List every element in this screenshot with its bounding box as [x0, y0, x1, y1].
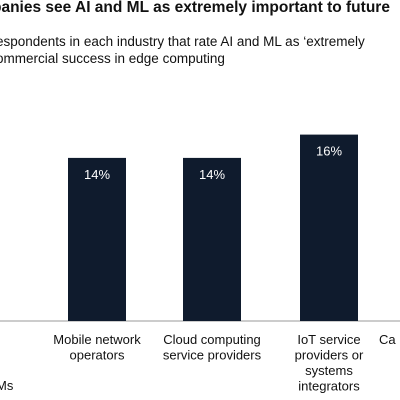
category-label-line: service providers — [163, 348, 262, 363]
category-label-line: Ca — [379, 332, 396, 347]
category-label: IoT service providers or systems integrator… — [295, 332, 364, 394]
category-label: Mobile network operators — [53, 332, 141, 363]
category-label-line: systems — [305, 363, 353, 378]
chart-subtitle-line-2: ommercial success in edge computing — [0, 51, 225, 66]
chart-title-line-2: s — [0, 17, 400, 36]
category-label-line: Cloud computing — [163, 332, 261, 347]
bar — [183, 157, 241, 321]
bar-value-label: 16% — [316, 144, 342, 159]
category-label: Ca — [379, 332, 396, 347]
category-label-line: IoT service — [297, 332, 360, 347]
chart-title-line-1: panies see AI and ML as extremely import… — [0, 0, 390, 16]
category-label-line: Mobile network — [53, 332, 141, 347]
category-label-line: Ms — [0, 378, 14, 393]
chart-subtitle-line-1: espondents in each industry that rate AI… — [0, 34, 365, 49]
chart-subtitle: espondents in each industry that rate AI… — [0, 33, 400, 67]
bar — [300, 134, 358, 321]
category-label-line: integrators — [298, 379, 360, 394]
category-label-line: operators — [70, 348, 125, 363]
bar-value-label: 14% — [199, 167, 225, 182]
chart-title: panies see AI and ML as extremely import… — [0, 0, 400, 36]
bar — [68, 157, 126, 321]
category-label: Cloud computing service providers — [163, 332, 262, 363]
bar-value-label: 14% — [84, 167, 110, 182]
category-label: Ms — [0, 378, 14, 393]
category-label-line: providers or — [295, 348, 364, 363]
